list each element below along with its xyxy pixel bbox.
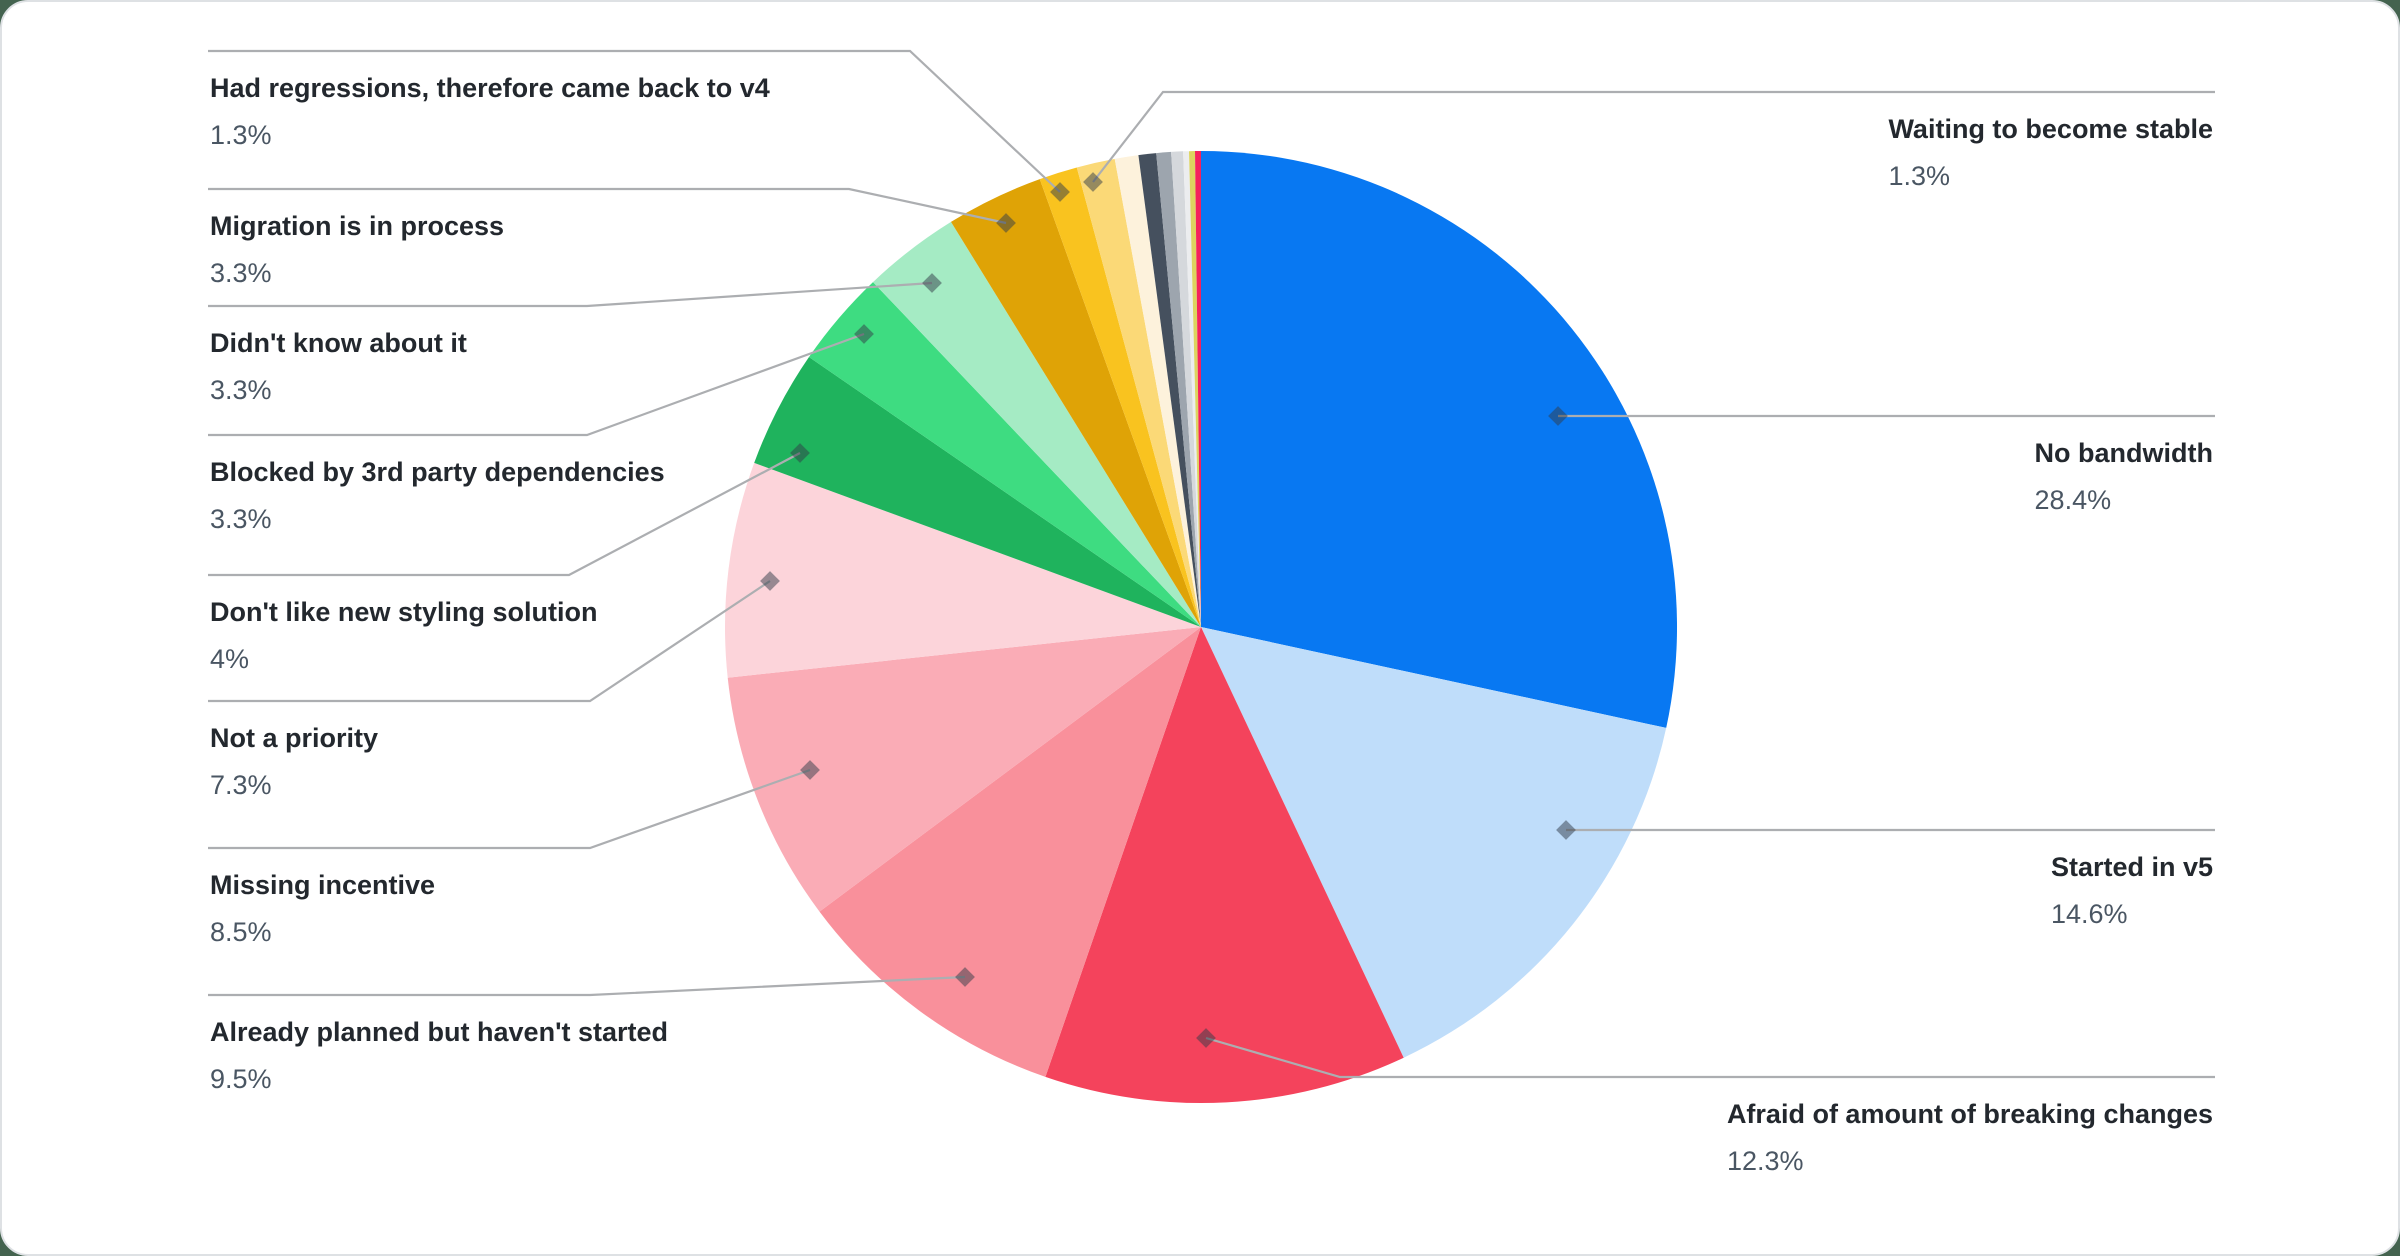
callout-percent: 7.3% — [210, 770, 272, 800]
callout-label: Waiting to become stable — [1888, 114, 2213, 144]
callout-label: Don't like new styling solution — [210, 597, 598, 627]
leader-marker — [1548, 406, 1568, 426]
pie-slice-migration-is-in-process[interactable] — [951, 179, 1201, 627]
pie-slice-waiting-to-become-stable[interactable] — [1076, 158, 1201, 627]
leader-marker — [955, 967, 975, 987]
leader-line — [208, 281, 933, 308]
pie-slice-other-6[interactable] — [1189, 151, 1201, 627]
leader-line — [208, 452, 801, 577]
pie-slice-don-t-like-new-styling-solution[interactable] — [754, 357, 1201, 627]
callout-blocked-3rd-party: Blocked by 3rd party dependencies 3.3% — [210, 455, 665, 536]
callout-not-a-priority: Not a priority 7.3% — [210, 721, 378, 802]
callout-percent: 3.3% — [210, 375, 272, 405]
callout-label: Didn't know about it — [210, 328, 467, 358]
leader-markers — [760, 172, 1576, 1048]
leader-line — [208, 975, 966, 997]
callout-label: No bandwidth — [2034, 438, 2213, 468]
pie-slice-other-1[interactable] — [1114, 155, 1201, 627]
pie-slice-other-2[interactable] — [1138, 153, 1201, 627]
callout-label: Missing incentive — [210, 870, 436, 900]
leader-marker — [854, 324, 874, 344]
pie-slice-blocked-by-3rd-party-dependencies[interactable] — [809, 282, 1201, 627]
leader-marker — [760, 571, 780, 591]
leader-line — [208, 580, 771, 703]
leader-marker — [800, 760, 820, 780]
callout-percent: 3.3% — [210, 504, 272, 534]
callout-started-in-v5: Started in v5 14.6% — [2051, 850, 2213, 931]
callout-had-regressions: Had regressions, therefore came back to … — [210, 71, 770, 152]
callout-already-planned: Already planned but haven't started 9.5% — [210, 1015, 668, 1096]
pie-slice-not-a-priority[interactable] — [724, 462, 1201, 678]
callout-label: Had regressions, therefore came back to … — [210, 73, 770, 103]
callout-label: Migration is in process — [210, 211, 505, 241]
callout-percent: 8.5% — [210, 917, 272, 947]
callout-label: Not a priority — [210, 723, 379, 753]
callout-percent: 1.3% — [210, 120, 272, 150]
callout-percent: 12.3% — [1726, 1146, 1804, 1176]
leader-marker — [1050, 182, 1070, 202]
leader-marker — [1196, 1028, 1216, 1048]
callout-waiting-stable: Waiting to become stable 1.3% — [1888, 112, 2213, 193]
callout-missing-incentive: Missing incentive 8.5% — [210, 868, 435, 949]
leader-lines — [208, 49, 2215, 1079]
pie-slice-other-5[interactable] — [1183, 151, 1201, 627]
leader-line — [208, 768, 811, 850]
callout-didnt-know: Didn't know about it 3.3% — [210, 326, 467, 407]
leader-line — [1205, 1036, 2215, 1079]
leader-line — [208, 187, 1007, 225]
pie-slice-didn-t-know-about-it[interactable] — [873, 221, 1201, 627]
pie-slice-afraid-of-amount-of-breaking-changes[interactable] — [1045, 627, 1404, 1104]
leader-marker — [1556, 820, 1576, 840]
callout-percent: 4% — [210, 644, 250, 674]
callout-migration-in-process: Migration is in process 3.3% — [210, 209, 504, 290]
leader-marker — [922, 273, 942, 293]
callout-percent: 9.5% — [210, 1064, 272, 1094]
leader-marker — [790, 443, 810, 463]
pie-slice-other-7[interactable] — [1195, 150, 1201, 628]
callout-label: Started in v5 — [2050, 852, 2213, 882]
callout-percent: 14.6% — [2050, 899, 2128, 929]
leader-line — [208, 49, 1061, 193]
callout-label: Already planned but haven't started — [210, 1017, 669, 1047]
callout-percent: 1.3% — [1888, 161, 1950, 191]
callout-afraid-breaking-changes: Afraid of amount of breaking changes 12.… — [1727, 1097, 2213, 1178]
callout-label: Afraid of amount of breaking changes — [1726, 1099, 2213, 1129]
callout-percent: 3.3% — [210, 258, 272, 288]
pie-slice-other-4[interactable] — [1171, 151, 1201, 628]
callout-dont-like-styling: Don't like new styling solution 4% — [210, 595, 597, 676]
leader-marker — [1083, 172, 1103, 192]
pie-slice-other-3[interactable] — [1156, 151, 1201, 627]
leader-line — [1092, 90, 2215, 183]
callout-label: Blocked by 3rd party dependencies — [210, 457, 665, 487]
pie-slice-started-in-v5[interactable] — [1201, 627, 1667, 1058]
pie-slices — [724, 150, 1678, 1104]
pie-slice-had-regressions-therefore-came-back-to-v4[interactable] — [1039, 167, 1201, 628]
callout-no-bandwidth: No bandwidth 28.4% — [2035, 436, 2213, 517]
pie-slice-no-bandwidth[interactable] — [1201, 151, 1678, 728]
callout-percent: 28.4% — [2034, 485, 2112, 515]
pie-slice-missing-incentive[interactable] — [727, 627, 1201, 912]
pie-slice-already-planned-but-haven-t-started[interactable] — [819, 627, 1202, 1077]
leader-line — [208, 332, 865, 437]
